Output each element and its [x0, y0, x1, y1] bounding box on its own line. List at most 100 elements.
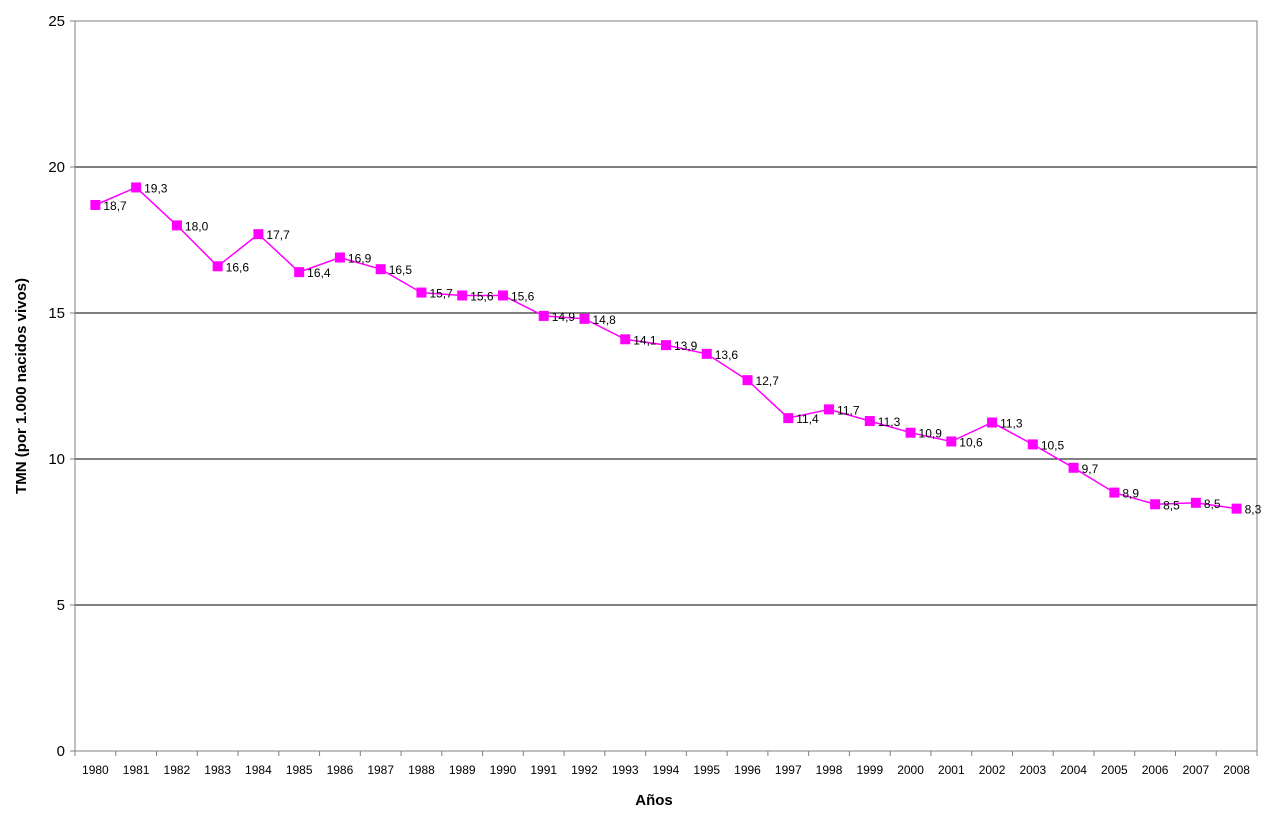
data-labels: 18,7 19,3 18,0 16,6 17,7 16,4 16,9 16,5 15,7 15,6…: [103, 181, 1261, 516]
gridlines: [75, 166, 1257, 606]
data-label: 8,3: [1245, 503, 1262, 517]
y-tick-label: 15: [48, 305, 65, 322]
data-label: 11,3: [1000, 417, 1023, 431]
x-tick-label: 1993: [612, 763, 639, 777]
x-tick-label: 1994: [653, 763, 680, 777]
data-label: 11,4: [796, 412, 819, 426]
y-axis: 0 5 10 15 20 25: [48, 13, 75, 760]
data-point: [497, 290, 508, 301]
data-point: [375, 264, 386, 275]
x-axis-title: Años: [635, 792, 673, 809]
data-label: 10,5: [1041, 438, 1065, 452]
data-label: 15,6: [470, 289, 494, 303]
x-tick-label: 2000: [897, 763, 924, 777]
data-label: 11,3: [878, 415, 901, 429]
data-label: 15,7: [429, 287, 453, 301]
data-point: [1027, 439, 1038, 450]
data-label: 8,5: [1204, 497, 1221, 511]
x-tick-label: 2008: [1223, 763, 1250, 777]
data-point: [334, 252, 345, 263]
data-point: [1231, 503, 1242, 514]
x-tick-label: 2005: [1101, 763, 1128, 777]
data-label: 8,5: [1163, 498, 1180, 512]
data-label: 15,6: [511, 289, 535, 303]
data-label: 8,9: [1122, 487, 1139, 501]
data-label: 18,0: [185, 219, 209, 233]
data-point: [620, 334, 631, 345]
x-tick-label: 1991: [530, 763, 557, 777]
x-tick-label: 1981: [123, 763, 150, 777]
y-tick-label: 20: [48, 159, 65, 176]
data-point: [824, 404, 835, 415]
data-label: 16,5: [389, 263, 413, 277]
data-point: [1109, 487, 1120, 498]
data-label: 16,9: [348, 252, 372, 266]
x-tick-label: 1995: [693, 763, 720, 777]
x-tick-label: 2002: [979, 763, 1006, 777]
x-tick-label: 1988: [408, 763, 435, 777]
data-label: 16,6: [226, 260, 250, 274]
x-axis: 1980 1981 1982 1983 1984 1985 1986 1987 1988 1989…: [74, 751, 1258, 777]
x-tick-label: 1996: [734, 763, 761, 777]
y-axis-title: TMN (por 1.000 nacidos vivos): [13, 278, 30, 494]
data-point: [946, 436, 957, 447]
data-label: 10,6: [959, 435, 983, 449]
data-point: [171, 220, 182, 231]
y-tick-label: 10: [48, 451, 65, 468]
data-point: [783, 413, 794, 424]
data-point: [661, 340, 671, 351]
data-point: [864, 416, 875, 427]
x-tick-label: 1992: [571, 763, 598, 777]
y-tick-label: 25: [48, 13, 65, 30]
data-label: 10,9: [919, 427, 943, 441]
x-tick-label: 1987: [367, 763, 394, 777]
x-tick-label: 2003: [1019, 763, 1046, 777]
data-point: [701, 348, 712, 359]
x-tick-label: 1983: [204, 763, 231, 777]
data-label: 17,7: [266, 228, 290, 242]
data-label: 19,3: [144, 181, 168, 195]
data-point: [212, 261, 223, 272]
data-point: [538, 310, 549, 321]
data-label: 13,9: [674, 339, 698, 353]
x-tick-label: 2007: [1183, 763, 1210, 777]
plot-area-frame: [74, 20, 1258, 752]
x-tick-label: 2001: [938, 763, 965, 777]
y-tick-label: 5: [57, 597, 65, 614]
data-point: [253, 229, 264, 240]
data-label: 12,7: [756, 374, 780, 388]
x-tick-label: 1986: [327, 763, 354, 777]
data-point: [457, 290, 468, 301]
data-point: [579, 313, 590, 324]
x-tick-label: 1990: [490, 763, 517, 777]
x-tick-label: 2006: [1142, 763, 1169, 777]
data-point: [1068, 462, 1079, 473]
data-label: 13,6: [715, 348, 739, 362]
x-tick-label: 1985: [286, 763, 313, 777]
series-markers: [90, 182, 1242, 514]
x-tick-label: 1998: [816, 763, 843, 777]
data-label: 11,7: [837, 403, 860, 417]
data-label: 14,8: [592, 313, 616, 327]
x-tick-label: 1989: [449, 763, 476, 777]
data-label: 14,9: [552, 310, 576, 324]
data-point: [905, 427, 916, 438]
x-tick-label: 2004: [1060, 763, 1087, 777]
x-tick-label: 1982: [164, 763, 191, 777]
x-tick-label: 1984: [245, 763, 272, 777]
data-point: [987, 417, 998, 428]
data-point: [294, 267, 305, 278]
data-point: [742, 375, 753, 386]
data-label: 14,1: [633, 333, 657, 347]
data-point: [416, 287, 427, 298]
y-tick-label: 0: [57, 743, 65, 760]
data-label: 9,7: [1082, 462, 1099, 476]
data-point: [90, 199, 101, 210]
data-label: 16,4: [307, 266, 331, 280]
data-label: 18,7: [103, 199, 127, 213]
x-tick-label: 1999: [856, 763, 883, 777]
data-point: [131, 182, 142, 193]
x-tick-label: 1980: [82, 763, 109, 777]
data-point: [1190, 497, 1201, 508]
